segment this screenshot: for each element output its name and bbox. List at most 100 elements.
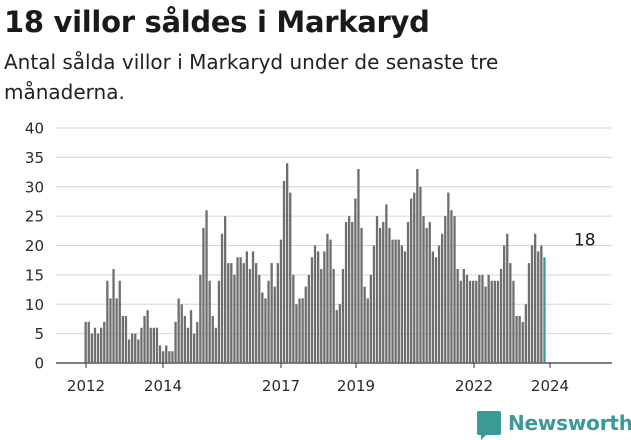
bar xyxy=(208,280,211,363)
bar xyxy=(422,216,425,363)
bar xyxy=(509,263,512,363)
bar xyxy=(267,280,270,363)
bar xyxy=(124,316,128,363)
bar xyxy=(289,192,292,363)
brand-name: Newsworthy xyxy=(508,411,631,435)
bar xyxy=(484,286,487,363)
bar xyxy=(444,216,447,363)
bar xyxy=(106,280,109,363)
bar xyxy=(239,257,242,363)
bar xyxy=(193,333,196,363)
bar xyxy=(375,216,379,363)
x-tick-label: 2014 xyxy=(144,377,182,395)
bar xyxy=(121,316,124,363)
bar xyxy=(468,280,472,363)
y-tick-label: 20 xyxy=(25,237,44,255)
speech-bubble-icon xyxy=(477,411,501,440)
bar xyxy=(233,274,236,363)
bar xyxy=(248,269,252,363)
bar xyxy=(261,292,264,363)
newsworthy-logo: Newsworthy xyxy=(477,407,631,440)
bar xyxy=(134,333,137,363)
bar xyxy=(298,298,301,363)
bar xyxy=(431,251,434,363)
bar xyxy=(131,333,134,363)
bar xyxy=(93,327,97,363)
bar xyxy=(180,304,183,363)
bar xyxy=(506,233,509,363)
bar xyxy=(503,245,506,363)
y-tick-label: 10 xyxy=(25,296,44,314)
bar xyxy=(320,269,323,363)
bar xyxy=(158,345,162,363)
bar xyxy=(341,269,345,363)
bar xyxy=(357,169,360,363)
bar xyxy=(388,227,391,363)
bar xyxy=(171,351,174,363)
bar xyxy=(530,245,534,363)
bar xyxy=(317,251,320,363)
y-tick-label: 40 xyxy=(25,120,44,138)
bar-highlight xyxy=(543,257,546,363)
bar xyxy=(307,274,310,363)
bar xyxy=(304,286,307,363)
bar xyxy=(403,251,407,363)
bar xyxy=(456,269,459,363)
y-tick-label: 0 xyxy=(34,355,44,373)
bar xyxy=(465,274,469,363)
bar xyxy=(329,239,332,363)
bar-chart: 0 5 10 15 20 25 30 35 40 2012 2014 2017 2019 2022 202… xyxy=(25,120,612,395)
bar xyxy=(103,321,106,363)
bar xyxy=(258,274,261,363)
bar xyxy=(441,233,444,363)
bar xyxy=(493,280,496,363)
bar xyxy=(109,298,112,363)
bar xyxy=(84,321,87,363)
bar xyxy=(335,310,338,363)
bar xyxy=(174,321,177,363)
bar xyxy=(196,321,199,363)
bar xyxy=(96,333,100,363)
bars xyxy=(84,163,546,363)
bar xyxy=(230,263,233,363)
bar xyxy=(372,245,376,363)
bar xyxy=(490,280,493,363)
bar xyxy=(155,327,159,363)
y-tick-label: 15 xyxy=(25,266,44,284)
bar xyxy=(279,239,283,363)
bar xyxy=(348,216,351,363)
bar xyxy=(524,304,527,363)
bar xyxy=(487,274,490,363)
bar xyxy=(313,245,317,363)
bar xyxy=(363,286,366,363)
bar xyxy=(527,263,531,363)
bar xyxy=(351,222,354,363)
bar xyxy=(385,204,388,363)
bar xyxy=(434,257,438,363)
bar xyxy=(472,280,475,363)
bar xyxy=(295,304,298,363)
bar xyxy=(332,269,335,363)
bar xyxy=(199,274,202,363)
bar xyxy=(462,269,465,363)
bar xyxy=(481,274,484,363)
bar xyxy=(87,321,90,363)
bar xyxy=(534,233,537,363)
bar xyxy=(323,251,326,363)
bar xyxy=(189,310,193,363)
bar xyxy=(518,316,521,363)
bar xyxy=(391,239,394,363)
bar xyxy=(499,269,503,363)
x-tick-label: 2022 xyxy=(455,377,493,395)
bar xyxy=(406,222,410,363)
bar xyxy=(211,316,214,363)
bar xyxy=(512,280,515,363)
bar xyxy=(146,310,149,363)
last-value-label: 18 xyxy=(574,230,596,250)
bar xyxy=(360,227,363,363)
bar xyxy=(273,286,276,363)
bar xyxy=(410,198,413,363)
chart-subtitle: Antal sålda villor i Markaryd under de s… xyxy=(4,50,499,104)
bar xyxy=(394,239,397,363)
bar xyxy=(255,263,258,363)
